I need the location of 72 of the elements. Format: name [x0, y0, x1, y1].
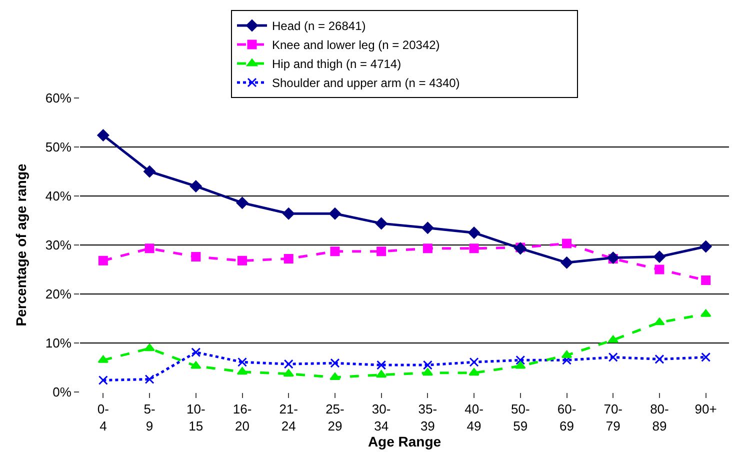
point: [144, 374, 154, 384]
legend-label: Head (n = 26841): [272, 19, 366, 34]
x-tick-label: 21-24: [279, 402, 298, 434]
point: [560, 256, 573, 269]
x-tick-label: 5-9: [144, 402, 156, 434]
point: [422, 360, 432, 370]
x-tick-label: 25-29: [326, 402, 344, 434]
legend-label: Shoulder and upper arm (n = 4340): [272, 76, 460, 90]
x-tick-label: 40-49: [464, 402, 484, 434]
point: [654, 354, 664, 364]
point: [654, 264, 664, 274]
x-tick-label: 60-69: [557, 402, 576, 434]
point: [376, 360, 386, 370]
point: [283, 369, 294, 377]
point: [515, 361, 526, 369]
point: [376, 246, 386, 256]
point: [330, 372, 340, 380]
legend-label: Hip and thigh (n = 4714): [272, 57, 402, 72]
point: [190, 361, 202, 369]
point: [375, 217, 388, 230]
point: [701, 352, 711, 362]
y-tick-label: 50%: [45, 140, 72, 155]
y-tick-label: 10%: [45, 336, 72, 351]
point: [468, 368, 480, 376]
x-tick-label: 70-79: [604, 402, 623, 434]
point: [98, 256, 108, 266]
x-tick-label: 50-59: [510, 402, 530, 434]
point: [516, 355, 526, 365]
x-tick-label: 80-89: [650, 402, 669, 434]
y-tick-label: 30%: [45, 238, 72, 253]
x-tick-label: 30-34: [372, 402, 391, 434]
y-tick-label: 60%: [45, 90, 72, 106]
point: [144, 166, 156, 178]
x-axis-title: Age Range: [368, 434, 442, 450]
point: [330, 358, 340, 368]
y-tick-label: 40%: [45, 188, 72, 204]
point: [330, 246, 340, 256]
point: [236, 196, 248, 209]
point: [238, 256, 247, 266]
point: [654, 318, 665, 326]
point: [284, 254, 294, 264]
point: [469, 244, 479, 254]
y-tick-label: 0%: [52, 384, 72, 400]
x-tick-label: 90+: [694, 402, 717, 417]
point: [282, 208, 295, 220]
x-tick-label: 0-4: [97, 402, 109, 434]
y-tick-label: 20%: [45, 286, 72, 302]
point: [608, 335, 618, 343]
point: [238, 357, 247, 367]
y-axis-title: Percentage of age range: [12, 163, 29, 326]
point: [329, 208, 341, 220]
legend-label: Knee and lower leg (n = 20342): [272, 38, 440, 52]
point: [700, 240, 712, 252]
x-tick-label: 10-15: [186, 402, 206, 434]
point: [468, 226, 480, 239]
point: [98, 375, 108, 385]
point: [654, 250, 666, 263]
point: [562, 238, 572, 248]
point: [701, 276, 711, 286]
point: [191, 348, 201, 358]
point: [191, 252, 201, 262]
point: [190, 180, 202, 192]
point: [97, 129, 110, 142]
point: [422, 222, 434, 234]
point: [469, 357, 479, 367]
point: [144, 344, 155, 352]
point: [422, 244, 432, 254]
point: [144, 244, 154, 254]
point: [284, 359, 294, 369]
point: [608, 352, 618, 362]
x-tick-label: 35-39: [418, 402, 438, 434]
x-tick-label: 16-20: [232, 402, 252, 434]
